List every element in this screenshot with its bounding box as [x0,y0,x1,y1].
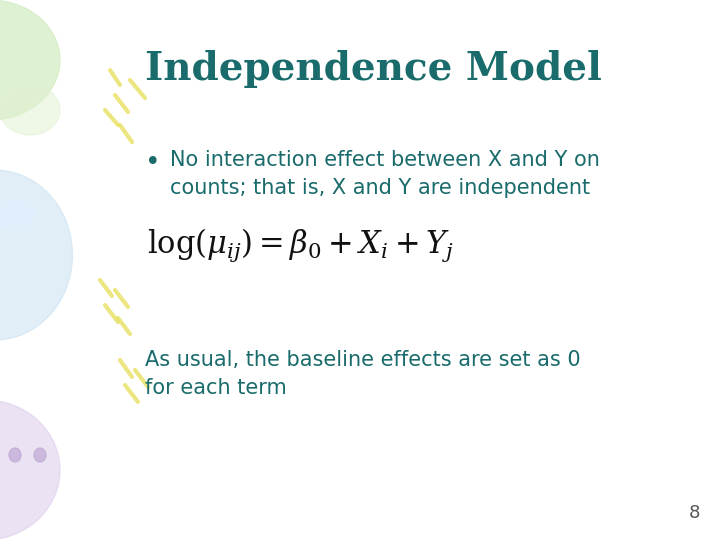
Ellipse shape [0,400,60,540]
Ellipse shape [9,448,21,462]
Text: counts; that is, X and Y are independent: counts; that is, X and Y are independent [170,178,590,198]
Text: Independence Model: Independence Model [145,50,602,88]
Text: No interaction effect between X and Y on: No interaction effect between X and Y on [170,150,600,170]
Text: 8: 8 [688,504,700,522]
Ellipse shape [34,448,46,462]
Text: $\log\!\left(\mu_{ij}\right)= \beta_0 + X_i + Y_j$: $\log\!\left(\mu_{ij}\right)= \beta_0 + … [147,226,454,264]
Ellipse shape [0,85,60,135]
Text: for each term: for each term [145,378,287,398]
Text: As usual, the baseline effects are set as 0: As usual, the baseline effects are set a… [145,350,580,370]
Ellipse shape [0,200,35,230]
Ellipse shape [0,170,73,340]
Ellipse shape [0,0,60,120]
Text: •: • [145,150,161,176]
